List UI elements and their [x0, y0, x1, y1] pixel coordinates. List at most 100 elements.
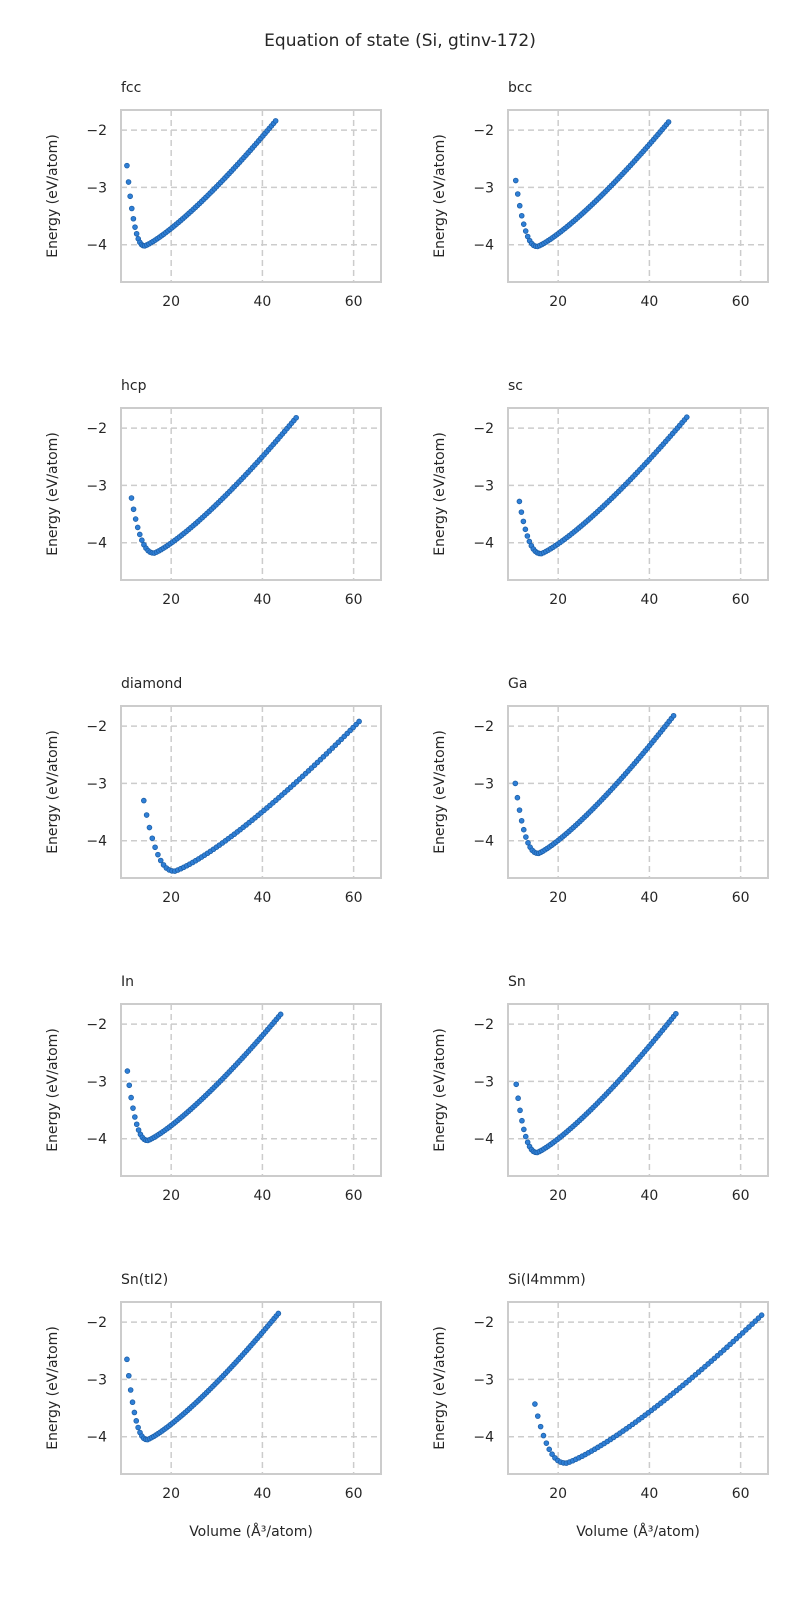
data-point	[128, 495, 135, 501]
data-point	[516, 807, 523, 813]
data-point	[520, 826, 527, 833]
data-point	[275, 1310, 282, 1317]
y-tick-label: −3	[86, 1074, 107, 1090]
x-axis-label: Volume (Å³/atom)	[189, 1523, 313, 1540]
x-tick-label: 40	[640, 890, 658, 906]
panel-title: diamond	[121, 676, 182, 692]
data-point	[546, 1446, 553, 1453]
data-point	[520, 518, 527, 525]
y-axis-label: Energy (eV/atom)	[45, 1028, 61, 1152]
x-tick-label: 60	[732, 1486, 750, 1502]
x-tick-label: 20	[162, 592, 180, 608]
panel-sn-ti2-: Sn(tI2) 20 40 60 −4 −3 −2 Energy (eV/atom) Volum…	[45, 1272, 382, 1540]
x-tick-label: 60	[345, 592, 363, 608]
x-tick-label: 40	[640, 1486, 658, 1502]
data-point	[130, 215, 137, 222]
axes-frame	[120, 1003, 382, 1177]
x-tick-label: 40	[640, 294, 658, 310]
data-point	[515, 1095, 521, 1102]
x-tick-label: 20	[162, 1188, 180, 1204]
data-point	[537, 1423, 544, 1430]
y-tick-label: −2	[86, 719, 107, 735]
x-tick-label: 20	[549, 592, 567, 608]
data-point	[129, 1399, 136, 1406]
axes-frame	[507, 407, 769, 581]
data-point	[684, 414, 690, 420]
x-tick-label: 60	[345, 1486, 363, 1502]
x-tick-label: 20	[549, 1486, 567, 1502]
axes-frame	[507, 1003, 769, 1177]
x-tick-label: 60	[732, 592, 750, 608]
x-tick-label: 60	[732, 1188, 750, 1204]
data-point	[514, 794, 521, 801]
data-point	[125, 1372, 132, 1379]
y-axis-label: Energy (eV/atom)	[432, 134, 448, 258]
panel-title: bcc	[508, 80, 532, 96]
data-point	[522, 526, 529, 533]
y-tick-label: −3	[86, 180, 107, 196]
y-axis-label: Energy (eV/atom)	[432, 730, 448, 854]
data-point	[512, 780, 519, 787]
y-tick-label: −4	[473, 238, 494, 254]
data-point	[670, 712, 677, 719]
y-tick-label: −3	[473, 1372, 494, 1388]
data-point	[532, 1401, 538, 1407]
y-tick-label: −3	[86, 1372, 107, 1388]
data-point	[518, 509, 525, 515]
data-point	[139, 537, 145, 544]
data-point	[126, 1082, 133, 1089]
data-point	[521, 1126, 527, 1133]
axes-frame	[120, 109, 382, 283]
data-point	[124, 1356, 130, 1363]
panel-title: Sn	[508, 974, 526, 990]
x-tick-label: 20	[549, 1188, 567, 1204]
panel-title: In	[121, 974, 134, 990]
data-point	[130, 506, 137, 513]
panel-title: hcp	[121, 378, 147, 394]
y-tick-label: −3	[473, 180, 494, 196]
data-point	[549, 1451, 555, 1458]
x-tick-label: 60	[345, 890, 363, 906]
y-tick-label: −2	[473, 123, 494, 139]
axes-frame	[507, 1301, 769, 1475]
y-tick-label: −2	[473, 1017, 494, 1033]
panel-ga: Ga 20 40 60 −4 −3 −2 Energy (eV/atom)	[432, 676, 769, 906]
x-tick-label: 40	[253, 294, 271, 310]
axes-frame	[120, 705, 382, 879]
x-tick-label: 40	[253, 890, 271, 906]
x-axis-label: Volume (Å³/atom)	[576, 1523, 700, 1540]
y-axis-label: Energy (eV/atom)	[45, 134, 61, 258]
data-point	[128, 1094, 134, 1101]
y-tick-label: −4	[86, 1132, 107, 1148]
panel-in: In 20 40 60 −4 −3 −2 Energy (eV/atom)	[45, 974, 382, 1204]
data-point	[131, 1409, 138, 1416]
figure-title: Equation of state (Si, gtinv-172)	[264, 31, 536, 51]
data-point	[518, 817, 525, 824]
y-tick-label: −2	[473, 1315, 494, 1331]
data-point	[143, 812, 150, 818]
data-point	[523, 834, 529, 840]
data-point	[132, 516, 139, 522]
x-tick-label: 40	[640, 592, 658, 608]
panel-diamond: diamond 20 40 60 −4 −3 −2 Energy (eV/atom)	[45, 676, 382, 906]
y-tick-label: −4	[86, 1430, 107, 1446]
data-point	[127, 1387, 134, 1393]
x-tick-label: 40	[640, 1188, 658, 1204]
y-tick-label: −3	[86, 478, 107, 494]
axes-frame	[507, 109, 769, 283]
panel-title: Sn(tI2)	[121, 1272, 168, 1288]
data-point	[133, 1121, 140, 1128]
data-point	[524, 533, 531, 539]
data-point	[149, 835, 156, 842]
y-axis-label: Energy (eV/atom)	[45, 730, 61, 854]
y-axis-label: Energy (eV/atom)	[432, 432, 448, 556]
y-tick-label: −4	[473, 834, 494, 850]
data-point	[128, 205, 135, 212]
panel-title: fcc	[121, 80, 141, 96]
data-point	[132, 1114, 138, 1120]
data-point	[513, 1081, 520, 1088]
data-point	[518, 212, 525, 219]
data-point	[293, 414, 299, 421]
data-point	[277, 1011, 284, 1018]
